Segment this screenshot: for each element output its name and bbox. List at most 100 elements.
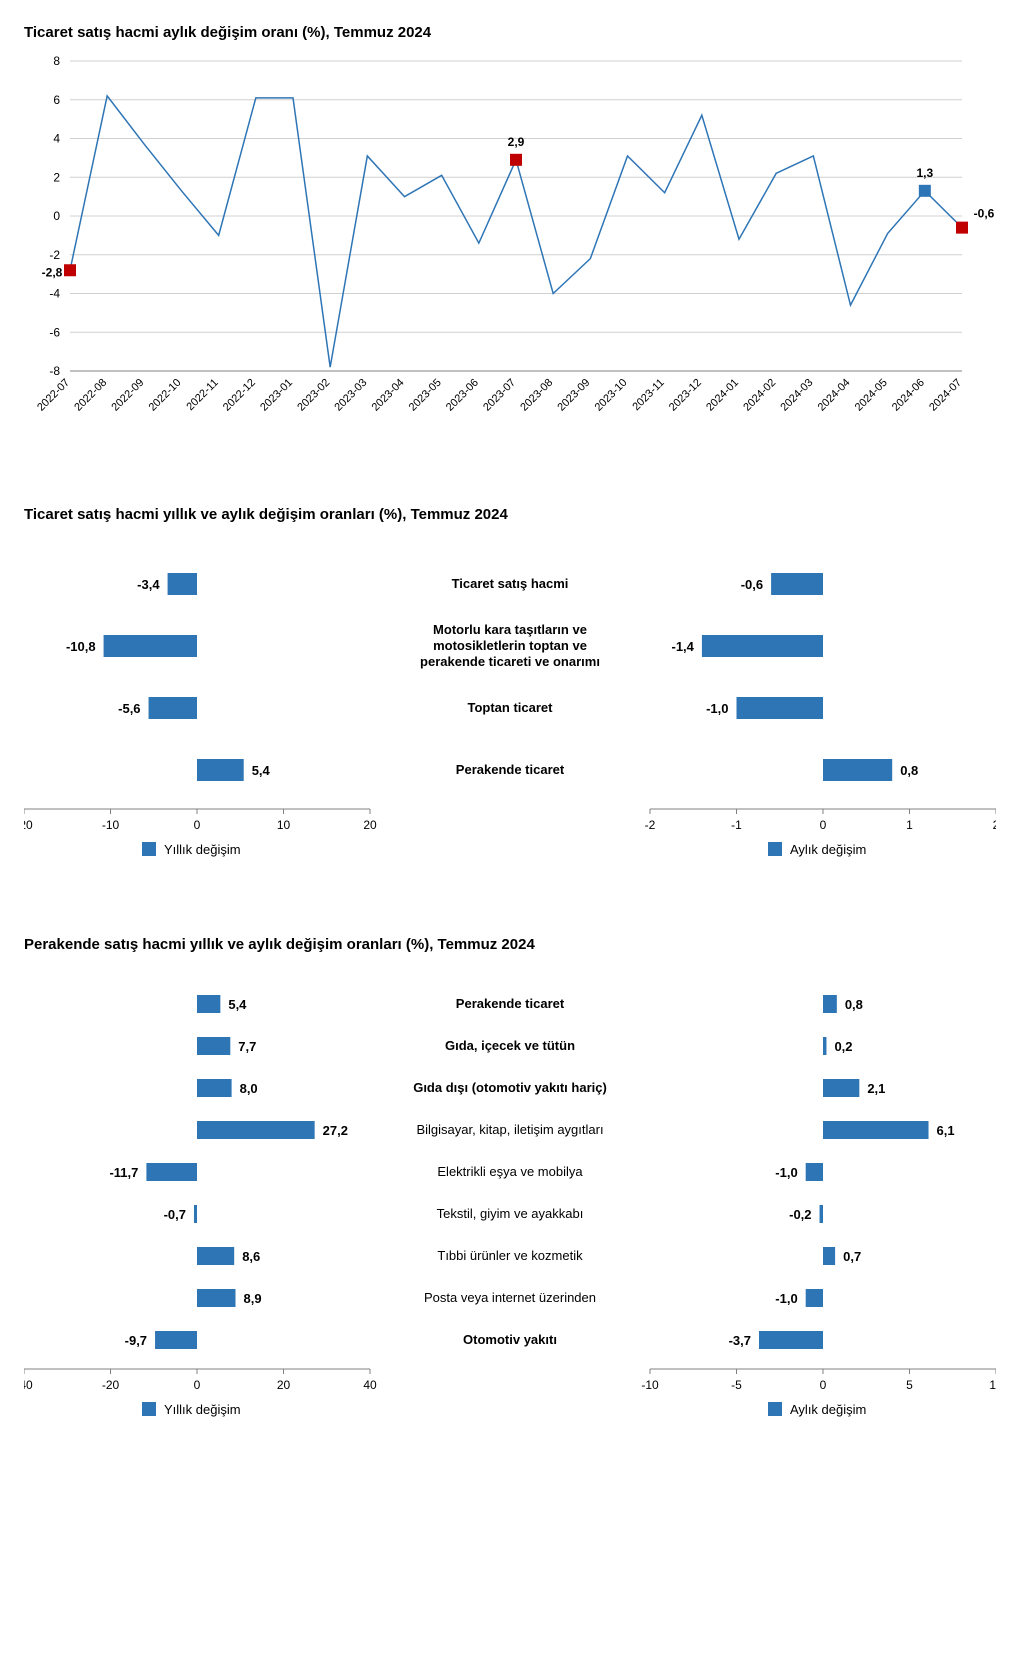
- x-tick-label: 2023-08: [518, 377, 555, 414]
- x-tick-label: 40: [363, 1378, 377, 1392]
- y-tick-label: -8: [49, 364, 60, 378]
- bar-value-label: 7,7: [238, 1039, 256, 1054]
- category-label: Toptan ticaret: [468, 700, 554, 715]
- x-tick-label: 2024-06: [890, 377, 927, 414]
- bar-value-label: 2,1: [867, 1081, 885, 1096]
- bar: [823, 1121, 929, 1139]
- bar: [168, 573, 197, 595]
- x-tick-label: 2024-02: [741, 377, 778, 414]
- bar: [197, 1079, 232, 1097]
- bar-value-label: 5,4: [228, 997, 247, 1012]
- bar-value-label: 8,0: [240, 1081, 258, 1096]
- category-label: Perakende ticaret: [456, 996, 565, 1011]
- x-tick-label: 2023-12: [667, 377, 704, 414]
- category-label: Tıbbi ürünler ve kozmetik: [437, 1248, 583, 1263]
- bar-value-label: -0,2: [789, 1207, 811, 1222]
- x-tick-label: -10: [102, 818, 120, 832]
- x-tick-label: 2023-07: [481, 377, 518, 414]
- bar-value-label: 8,6: [242, 1249, 260, 1264]
- bar: [197, 759, 244, 781]
- category-label: Ticaret satış hacmi: [452, 576, 569, 591]
- legend-swatch: [768, 1402, 782, 1416]
- bar-value-label: 0,8: [900, 763, 918, 778]
- bar-value-label: -10,8: [66, 639, 96, 654]
- line-chart: -8-6-4-2024682022-072022-082022-092022-1…: [24, 51, 996, 451]
- x-tick-label: 2023-02: [295, 377, 332, 414]
- bar: [823, 995, 837, 1013]
- x-tick-label: 0: [194, 1378, 201, 1392]
- bar: [737, 697, 824, 719]
- legend-swatch: [142, 1402, 156, 1416]
- bar-value-label: -5,6: [118, 701, 140, 716]
- x-tick-label: 0: [194, 818, 201, 832]
- y-tick-label: -6: [49, 325, 60, 339]
- x-tick-label: 2023-05: [407, 377, 444, 414]
- y-tick-label: 8: [53, 54, 60, 68]
- group1-section: Ticaret satış hacmi yıllık ve aylık deği…: [24, 506, 996, 886]
- group2-chart: Perakende ticaretGıda, içecek ve tütünGı…: [24, 963, 996, 1441]
- bar: [823, 1079, 859, 1097]
- bar: [155, 1331, 197, 1349]
- x-tick-label: 2022-07: [35, 377, 72, 414]
- x-tick-label: 2022-09: [109, 377, 146, 414]
- x-tick-label: 2023-03: [332, 377, 369, 414]
- bar-value-label: 0,2: [834, 1039, 852, 1054]
- y-tick-label: 6: [53, 93, 60, 107]
- x-tick-label: 0: [820, 818, 827, 832]
- x-tick-label: -5: [731, 1378, 742, 1392]
- bar: [146, 1163, 197, 1181]
- bar: [823, 1037, 826, 1055]
- category-label: Posta veya internet üzerinden: [424, 1290, 596, 1305]
- legend-label: Yıllık değişim: [164, 1402, 241, 1417]
- category-label: Elektrikli eşya ve mobilya: [437, 1164, 583, 1179]
- bar-value-label: -3,4: [137, 577, 160, 592]
- bar: [759, 1331, 823, 1349]
- legend-label: Yıllık değişim: [164, 842, 241, 857]
- x-tick-label: -20: [24, 818, 33, 832]
- x-tick-label: 2024-01: [704, 377, 741, 414]
- bar: [149, 697, 197, 719]
- bar: [197, 1037, 230, 1055]
- category-label: Gıda dışı (otomotiv yakıtı hariç): [413, 1080, 607, 1095]
- bar-value-label: 6,1: [937, 1123, 955, 1138]
- category-label: Bilgisayar, kitap, iletişim aygıtları: [416, 1122, 603, 1137]
- group2-section: Perakende satış hacmi yıllık ve aylık de…: [24, 936, 996, 1446]
- x-tick-label: 2022-12: [221, 377, 258, 414]
- bar: [771, 573, 823, 595]
- data-marker-label: -0,6: [974, 207, 995, 221]
- bar-value-label: -3,7: [729, 1333, 751, 1348]
- y-tick-label: -4: [49, 287, 60, 301]
- bar-value-label: -0,7: [164, 1207, 186, 1222]
- x-tick-label: 2024-03: [778, 377, 815, 414]
- x-tick-label: -40: [24, 1378, 33, 1392]
- category-label: Tekstil, giyim ve ayakkabı: [437, 1206, 584, 1221]
- x-tick-label: 2023-01: [258, 377, 295, 414]
- bar: [702, 635, 823, 657]
- category-label: motosikletlerin toptan ve: [433, 638, 587, 653]
- x-tick-label: 20: [277, 1378, 291, 1392]
- bar: [197, 995, 220, 1013]
- x-tick-label: 2023-09: [555, 377, 592, 414]
- bar: [823, 759, 892, 781]
- x-tick-label: 20: [363, 818, 377, 832]
- bar-value-label: -11,7: [109, 1165, 138, 1180]
- legend-swatch: [142, 842, 156, 856]
- data-marker: [64, 264, 76, 276]
- bar: [197, 1121, 315, 1139]
- x-tick-label: 2024-05: [853, 377, 890, 414]
- x-tick-label: -20: [102, 1378, 120, 1392]
- data-marker: [510, 154, 522, 166]
- x-tick-label: 2024-07: [927, 377, 964, 414]
- category-label: perakende ticareti ve onarımı: [420, 654, 600, 669]
- data-marker-label: 1,3: [916, 166, 933, 180]
- legend-label: Aylık değişim: [790, 1402, 866, 1417]
- bar-value-label: 5,4: [252, 763, 271, 778]
- x-tick-label: 2023-04: [370, 377, 407, 414]
- y-tick-label: 4: [53, 132, 60, 146]
- x-tick-label: 5: [906, 1378, 913, 1392]
- line-chart-section: Ticaret satış hacmi aylık değişim oranı …: [24, 24, 996, 456]
- x-tick-label: 2022-08: [72, 377, 109, 414]
- x-tick-label: 2: [993, 818, 996, 832]
- y-tick-label: 2: [53, 170, 60, 184]
- bar-value-label: -0,6: [741, 577, 763, 592]
